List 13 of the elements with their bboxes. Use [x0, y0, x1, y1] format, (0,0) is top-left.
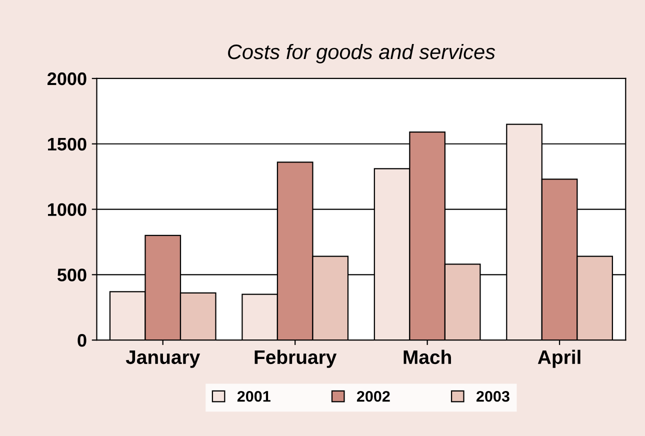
x-tick-label: April [538, 350, 580, 368]
chart-title: Costs for goods and services [228, 44, 496, 64]
y-tick-label: 500 [57, 268, 86, 282]
legend-label: 2002 [356, 390, 390, 402]
y-tick-label: 1500 [48, 138, 86, 151]
y-tick-label: 2000 [47, 72, 86, 86]
x-tick-label: Mach [404, 350, 451, 364]
y-tick-label: 1000 [48, 203, 86, 216]
x-tick-label: January [126, 350, 200, 368]
x-tick-label: February [254, 350, 337, 368]
legend-label: 2001 [237, 390, 270, 402]
y-tick-label: 0 [78, 334, 86, 347]
legend-label: 2003 [476, 390, 510, 402]
